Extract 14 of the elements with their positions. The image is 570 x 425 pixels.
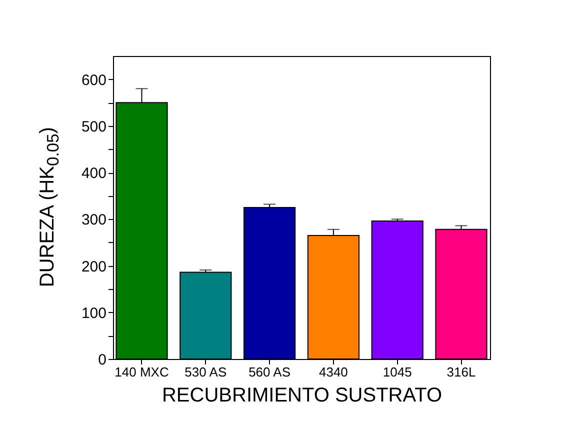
x-tick-label: 316L: [446, 364, 476, 380]
x-tick-label: 140 MXC: [114, 364, 169, 380]
x-tick-label: 4340: [318, 364, 348, 380]
y-tick-label: 500: [81, 118, 106, 136]
y-tick-label: 300: [81, 212, 106, 229]
x-tick-label: 560 AS: [248, 364, 291, 380]
x-tick-label: 530 AS: [184, 364, 227, 380]
y-tick-label: 0: [98, 352, 106, 368]
x-axis-title: RECUBRIMIENTO SUSTRATO: [162, 384, 442, 406]
y-tick-label: 600: [81, 72, 106, 89]
x-tick-label: 1045: [382, 364, 412, 380]
y-tick-label: 400: [81, 165, 106, 182]
y-tick-label: 200: [81, 258, 106, 276]
y-tick-label: 100: [81, 304, 106, 322]
